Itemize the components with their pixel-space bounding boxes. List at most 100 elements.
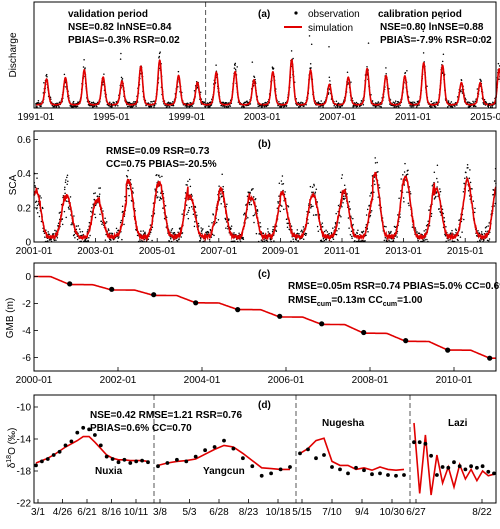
panel-b-observation-point [423, 230, 425, 232]
panel-a-observation-point [168, 106, 171, 108]
panel-b-observation-point [252, 188, 254, 190]
panel-c-x-tick-label: 2008-01 [352, 375, 389, 386]
panel-d-observation-point [469, 464, 473, 469]
panel-b-observation-point [87, 229, 89, 231]
panel-b-observation-point [63, 210, 66, 213]
panel-b-observation-point [218, 185, 220, 187]
panel-b-observation-point [213, 234, 215, 237]
panel-b-observation-point [67, 206, 70, 209]
panel-b-observation-point [79, 231, 82, 233]
panel-c-observation-point [487, 355, 493, 361]
panel-b-observation-point [471, 188, 473, 190]
panel-a-observation-point [272, 67, 275, 69]
panel-b-observation-point [485, 225, 488, 228]
panel-a-x-tick-label: 2007-01 [319, 112, 356, 123]
panel-b-observation-point [220, 193, 222, 195]
panel-c-observation-point [403, 338, 409, 344]
panel-b-observation-point [200, 227, 202, 229]
panel-a-x-tick-label: 1991-01 [18, 112, 55, 123]
panel-b-observation-point [136, 234, 139, 237]
panel-b-observation-point [186, 184, 188, 186]
panel-b-observation-point [403, 200, 405, 203]
panel-b-observation-point [343, 184, 346, 187]
panel-d-stats-1: NSE=0.42 RMSE=1.21 RSR=0.76 [90, 410, 242, 421]
panel-b-observation-point [356, 232, 358, 234]
panel-c-ylabel: GMB (m) [5, 298, 16, 339]
panel-b-observation-point [104, 239, 107, 241]
panel-b-observation-point [403, 171, 406, 173]
panel-b-observation-point [263, 238, 265, 241]
panel-b-observation-point [91, 207, 93, 209]
panel-c-observation-point [361, 329, 367, 336]
panel-b-observation-point [474, 207, 476, 210]
panel-d-observation-point [184, 459, 189, 464]
panel-d-observation-point [156, 464, 160, 469]
panel-a-observation-point [151, 101, 153, 103]
panel-a-observation-point [119, 58, 122, 60]
panel-b-observation-point [202, 228, 204, 230]
panel-a-observation-point [132, 105, 135, 107]
panel-d-observation-point [423, 441, 428, 446]
panel-a-observation-point [442, 53, 445, 55]
panel-b-observation-point [312, 205, 314, 207]
panel-b-observation-point [493, 180, 496, 182]
panel-c-observation-point [445, 347, 451, 353]
panel-a-observation-point [356, 105, 359, 107]
panel-b-observation-point [158, 199, 161, 201]
panel-b-stats-1: RMSE=0.09 RSR=0.73 [106, 146, 210, 157]
panel-b-observation-point [250, 203, 253, 206]
panel-d-observation-point [452, 460, 456, 465]
panel-b-observation-point [169, 237, 172, 240]
panel-a-observation-point [158, 52, 161, 55]
panel-b-observation-point [385, 225, 387, 228]
panel-b-observation-point [281, 205, 283, 207]
panel-b-observation-point [267, 228, 269, 230]
panel-a-observation-point [165, 106, 168, 108]
panel-a-observation-point [328, 45, 330, 48]
panel-b-observation-point [139, 239, 141, 241]
panel-d-site-nugesha: Nugesha [298, 418, 406, 478]
panel-b-observation-point [315, 214, 318, 216]
panel-b-observation-point [208, 238, 211, 241]
panel-b-observation-point [123, 223, 125, 226]
panel-b-observation-point [297, 240, 300, 242]
panel-b-observation-point [194, 206, 197, 208]
panel-b-observation-point [207, 231, 210, 233]
panel-d-observation-point [122, 457, 127, 462]
panel-b-observation-point [96, 195, 99, 197]
panel-b-observation-point [310, 207, 312, 209]
panel-b-observation-point [48, 233, 50, 236]
panel-b-observation-point [187, 180, 189, 182]
panel-b-observation-point [398, 197, 400, 200]
panel-d-observation-point [354, 465, 358, 470]
panel-d-y-tick-label: -14 [17, 435, 32, 446]
panel-b-observation-point [311, 191, 313, 193]
panel-b-observation-point [94, 192, 96, 194]
panel-a-observation-point [430, 100, 433, 103]
panel-b-observation-point [252, 196, 255, 198]
panel-d-observation-point [394, 473, 398, 478]
panel-a-observation-point [89, 105, 91, 107]
panel-b-observation-point [469, 181, 472, 184]
panel-b-observation-point [310, 205, 313, 208]
panel-b-observation-point [205, 232, 208, 234]
panel-a-observation-point [285, 104, 288, 107]
panel-a-observation-point [128, 101, 131, 104]
panel-d-site-label: Nuxia [95, 466, 123, 477]
panel-b-observation-point [243, 213, 245, 216]
panel-d-x-tick-label: 9/4 [355, 507, 369, 518]
panel-d-observation-point [57, 449, 62, 454]
panel-b-observation-point [190, 206, 193, 208]
panel-b-observation-point [211, 222, 213, 224]
panel-a-observation-point [202, 100, 204, 103]
panel-b-observation-point [37, 187, 39, 190]
panel-a-observation-point [150, 105, 153, 108]
panel-b-observation-point [81, 230, 84, 233]
panel-b-observation-point [338, 228, 340, 230]
panel-a-observation-point [225, 106, 228, 108]
panel-a-observation-point [472, 100, 474, 103]
legend-simulation-label: simulation [308, 23, 353, 34]
panel-b-observation-point [466, 164, 469, 166]
panel-b-observation-point [483, 239, 485, 241]
panel-d-x-tick-label: 8/16 [102, 507, 122, 518]
